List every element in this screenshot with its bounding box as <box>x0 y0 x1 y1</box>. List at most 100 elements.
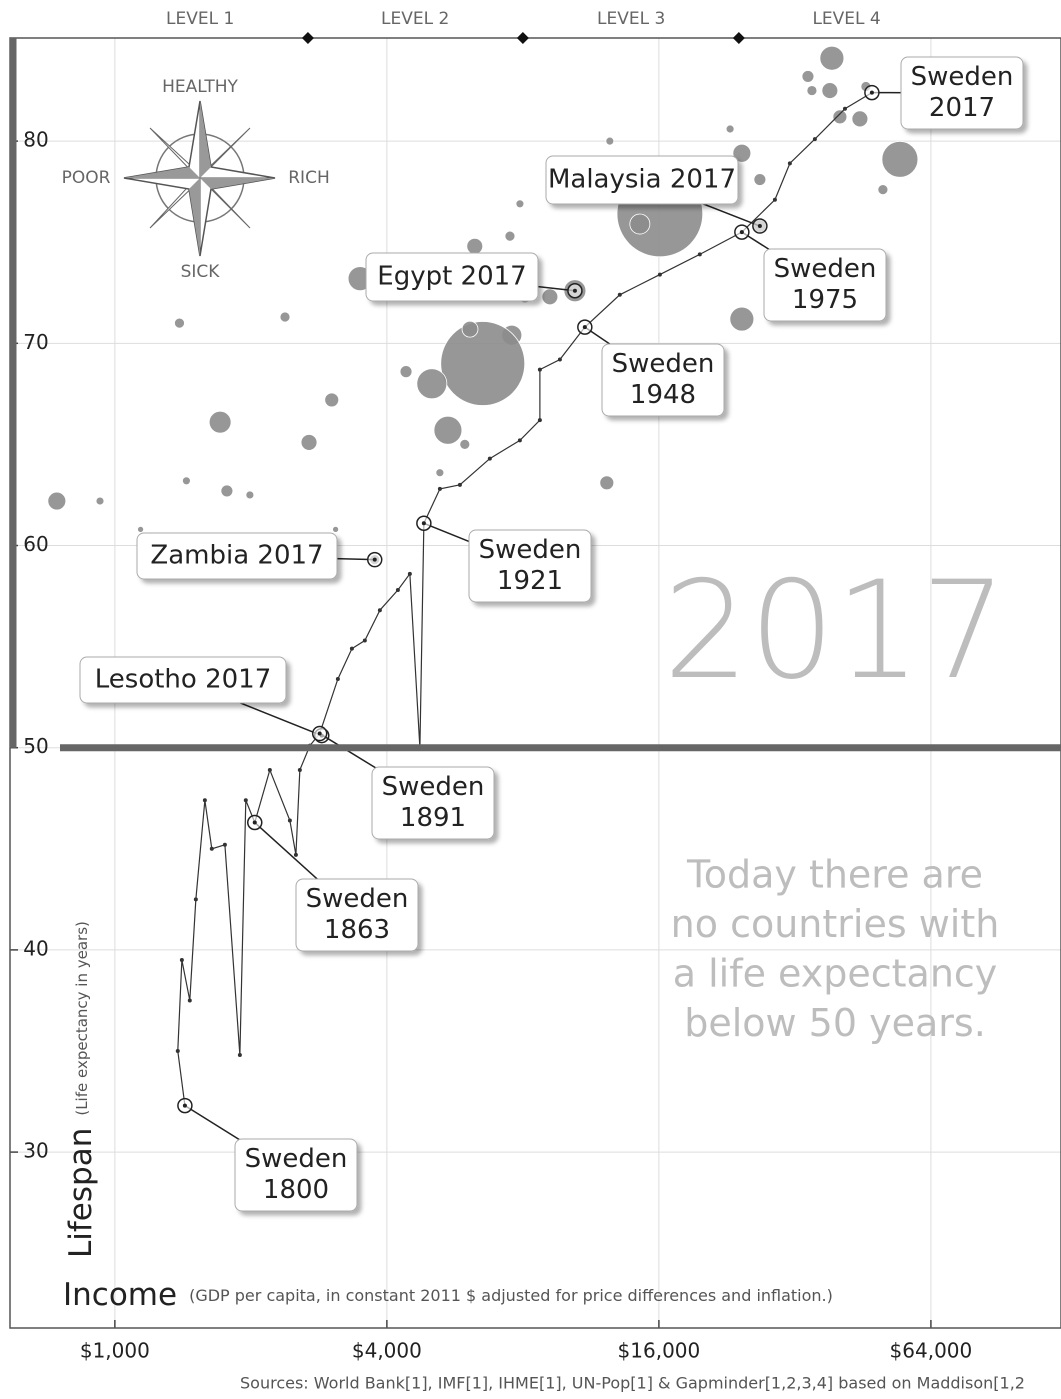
level-marker <box>516 32 529 44</box>
bubble <box>220 484 234 498</box>
label-box <box>545 155 739 205</box>
trajectory-dot <box>209 846 214 851</box>
trajectory-dot <box>407 571 412 576</box>
trajectory-dot <box>267 767 272 772</box>
x-axis-title: Income (GDP per capita, in constant 2011 … <box>63 1277 833 1313</box>
annotation-text: Zambia 2017 <box>150 541 323 571</box>
label-box <box>763 248 887 322</box>
y-axis-label: Lifespan <box>63 1128 99 1258</box>
compass-label: POOR <box>62 168 111 188</box>
bubble <box>801 70 815 83</box>
note-line: below 50 years. <box>684 1001 986 1045</box>
trajectory <box>177 92 873 1106</box>
trajectory-dot <box>842 106 847 111</box>
label-box <box>365 252 539 302</box>
annotation-text: 1948 <box>630 380 696 410</box>
y-axis-note: (Life expectancy in years) <box>73 921 91 1116</box>
y-axis-title: Lifespan (Life expectancy in years) <box>63 921 99 1258</box>
trajectory-dot <box>297 767 302 772</box>
bubble <box>504 230 516 242</box>
y-tick-label: 30 <box>23 1139 48 1163</box>
highlight-dot <box>252 820 257 825</box>
bubble <box>433 415 463 445</box>
trajectory-dot <box>243 798 248 803</box>
note-line: a life expectancy <box>673 952 998 996</box>
annotation-text: Malaysia 2017 <box>548 165 736 195</box>
x-tick-label: $1,000 <box>80 1339 150 1363</box>
trajectory-dot <box>377 608 382 613</box>
bubble <box>806 85 818 96</box>
annotation-text: Sweden <box>911 62 1014 92</box>
trajectory-dot <box>537 418 542 423</box>
bubble <box>819 45 845 71</box>
annotation-text: 1891 <box>400 803 466 833</box>
note: Today there are no countries with a life e… <box>671 853 1000 1046</box>
trajectory-dot <box>697 252 702 257</box>
label-box <box>136 532 338 580</box>
trajectory-dot <box>772 197 777 202</box>
sources: Sources: World Bank[1], IMF[1], IHME[1],… <box>240 1374 1025 1393</box>
annotation-text: 1975 <box>792 285 858 315</box>
compass: HEALTHY SICK POOR RICH <box>62 77 330 282</box>
y-tick-label: 80 <box>23 128 48 152</box>
note-line: Today there are <box>686 853 983 897</box>
trajectory-dot <box>457 482 462 487</box>
trajectory-dot <box>362 638 367 643</box>
annotation-text: Sweden <box>306 884 409 914</box>
trajectory-dot <box>437 486 442 491</box>
annotation-text: 2017 <box>929 93 995 123</box>
compass-shade <box>124 101 275 256</box>
bubble <box>174 317 185 329</box>
trajectory-dot <box>517 438 522 443</box>
bubble <box>541 288 559 306</box>
bubble <box>515 199 525 209</box>
bubble <box>877 184 889 196</box>
trajectory-dot <box>222 842 227 847</box>
x-tick-label: $16,000 <box>618 1339 701 1363</box>
highlight-dot <box>182 1103 187 1108</box>
x-tick-label: $4,000 <box>352 1339 422 1363</box>
bubble <box>881 140 919 178</box>
highlight-dot <box>869 90 874 95</box>
y-tick-label: 60 <box>23 532 48 556</box>
bubble <box>459 438 471 450</box>
highlight-dot <box>317 731 322 736</box>
label-box <box>468 529 592 603</box>
compass-label: RICH <box>288 168 329 188</box>
y-tick-label: 40 <box>23 936 48 960</box>
bubble <box>605 136 615 146</box>
annotation-text: Sweden <box>382 772 485 802</box>
trajectory-dot <box>349 646 354 651</box>
trajectory-dot <box>557 357 562 362</box>
bubble <box>435 468 445 478</box>
annotation-text: 1800 <box>263 1175 329 1205</box>
x-tick-label: $64,000 <box>890 1339 973 1363</box>
trajectory-dot <box>202 798 207 803</box>
bubble <box>182 476 191 486</box>
level-label: LEVEL 2 <box>381 9 449 29</box>
bubble <box>416 368 448 400</box>
trajectory-dot <box>193 897 198 902</box>
bubble <box>47 491 67 511</box>
trajectory-dot <box>617 292 622 297</box>
label-box <box>601 343 725 417</box>
highlight-dot <box>421 521 426 526</box>
compass-label: SICK <box>181 262 221 282</box>
annotation-text: Sweden <box>245 1144 348 1174</box>
level-label: LEVEL 3 <box>597 9 665 29</box>
bubble <box>466 237 484 255</box>
trajectory-dot <box>395 587 400 592</box>
x-axis-note: (GDP per capita, in constant 2011 $ adju… <box>189 1286 833 1305</box>
bubble <box>725 124 735 134</box>
label-box <box>900 56 1024 130</box>
bubble <box>599 475 615 491</box>
annotation-text: Sweden <box>612 349 715 379</box>
label-box <box>371 766 495 840</box>
bubble <box>832 109 848 125</box>
trajectory-dot <box>293 852 298 857</box>
highlight-dot <box>572 288 577 293</box>
highlight-dot <box>739 230 744 235</box>
bubble <box>300 434 318 451</box>
label-box <box>79 656 287 704</box>
